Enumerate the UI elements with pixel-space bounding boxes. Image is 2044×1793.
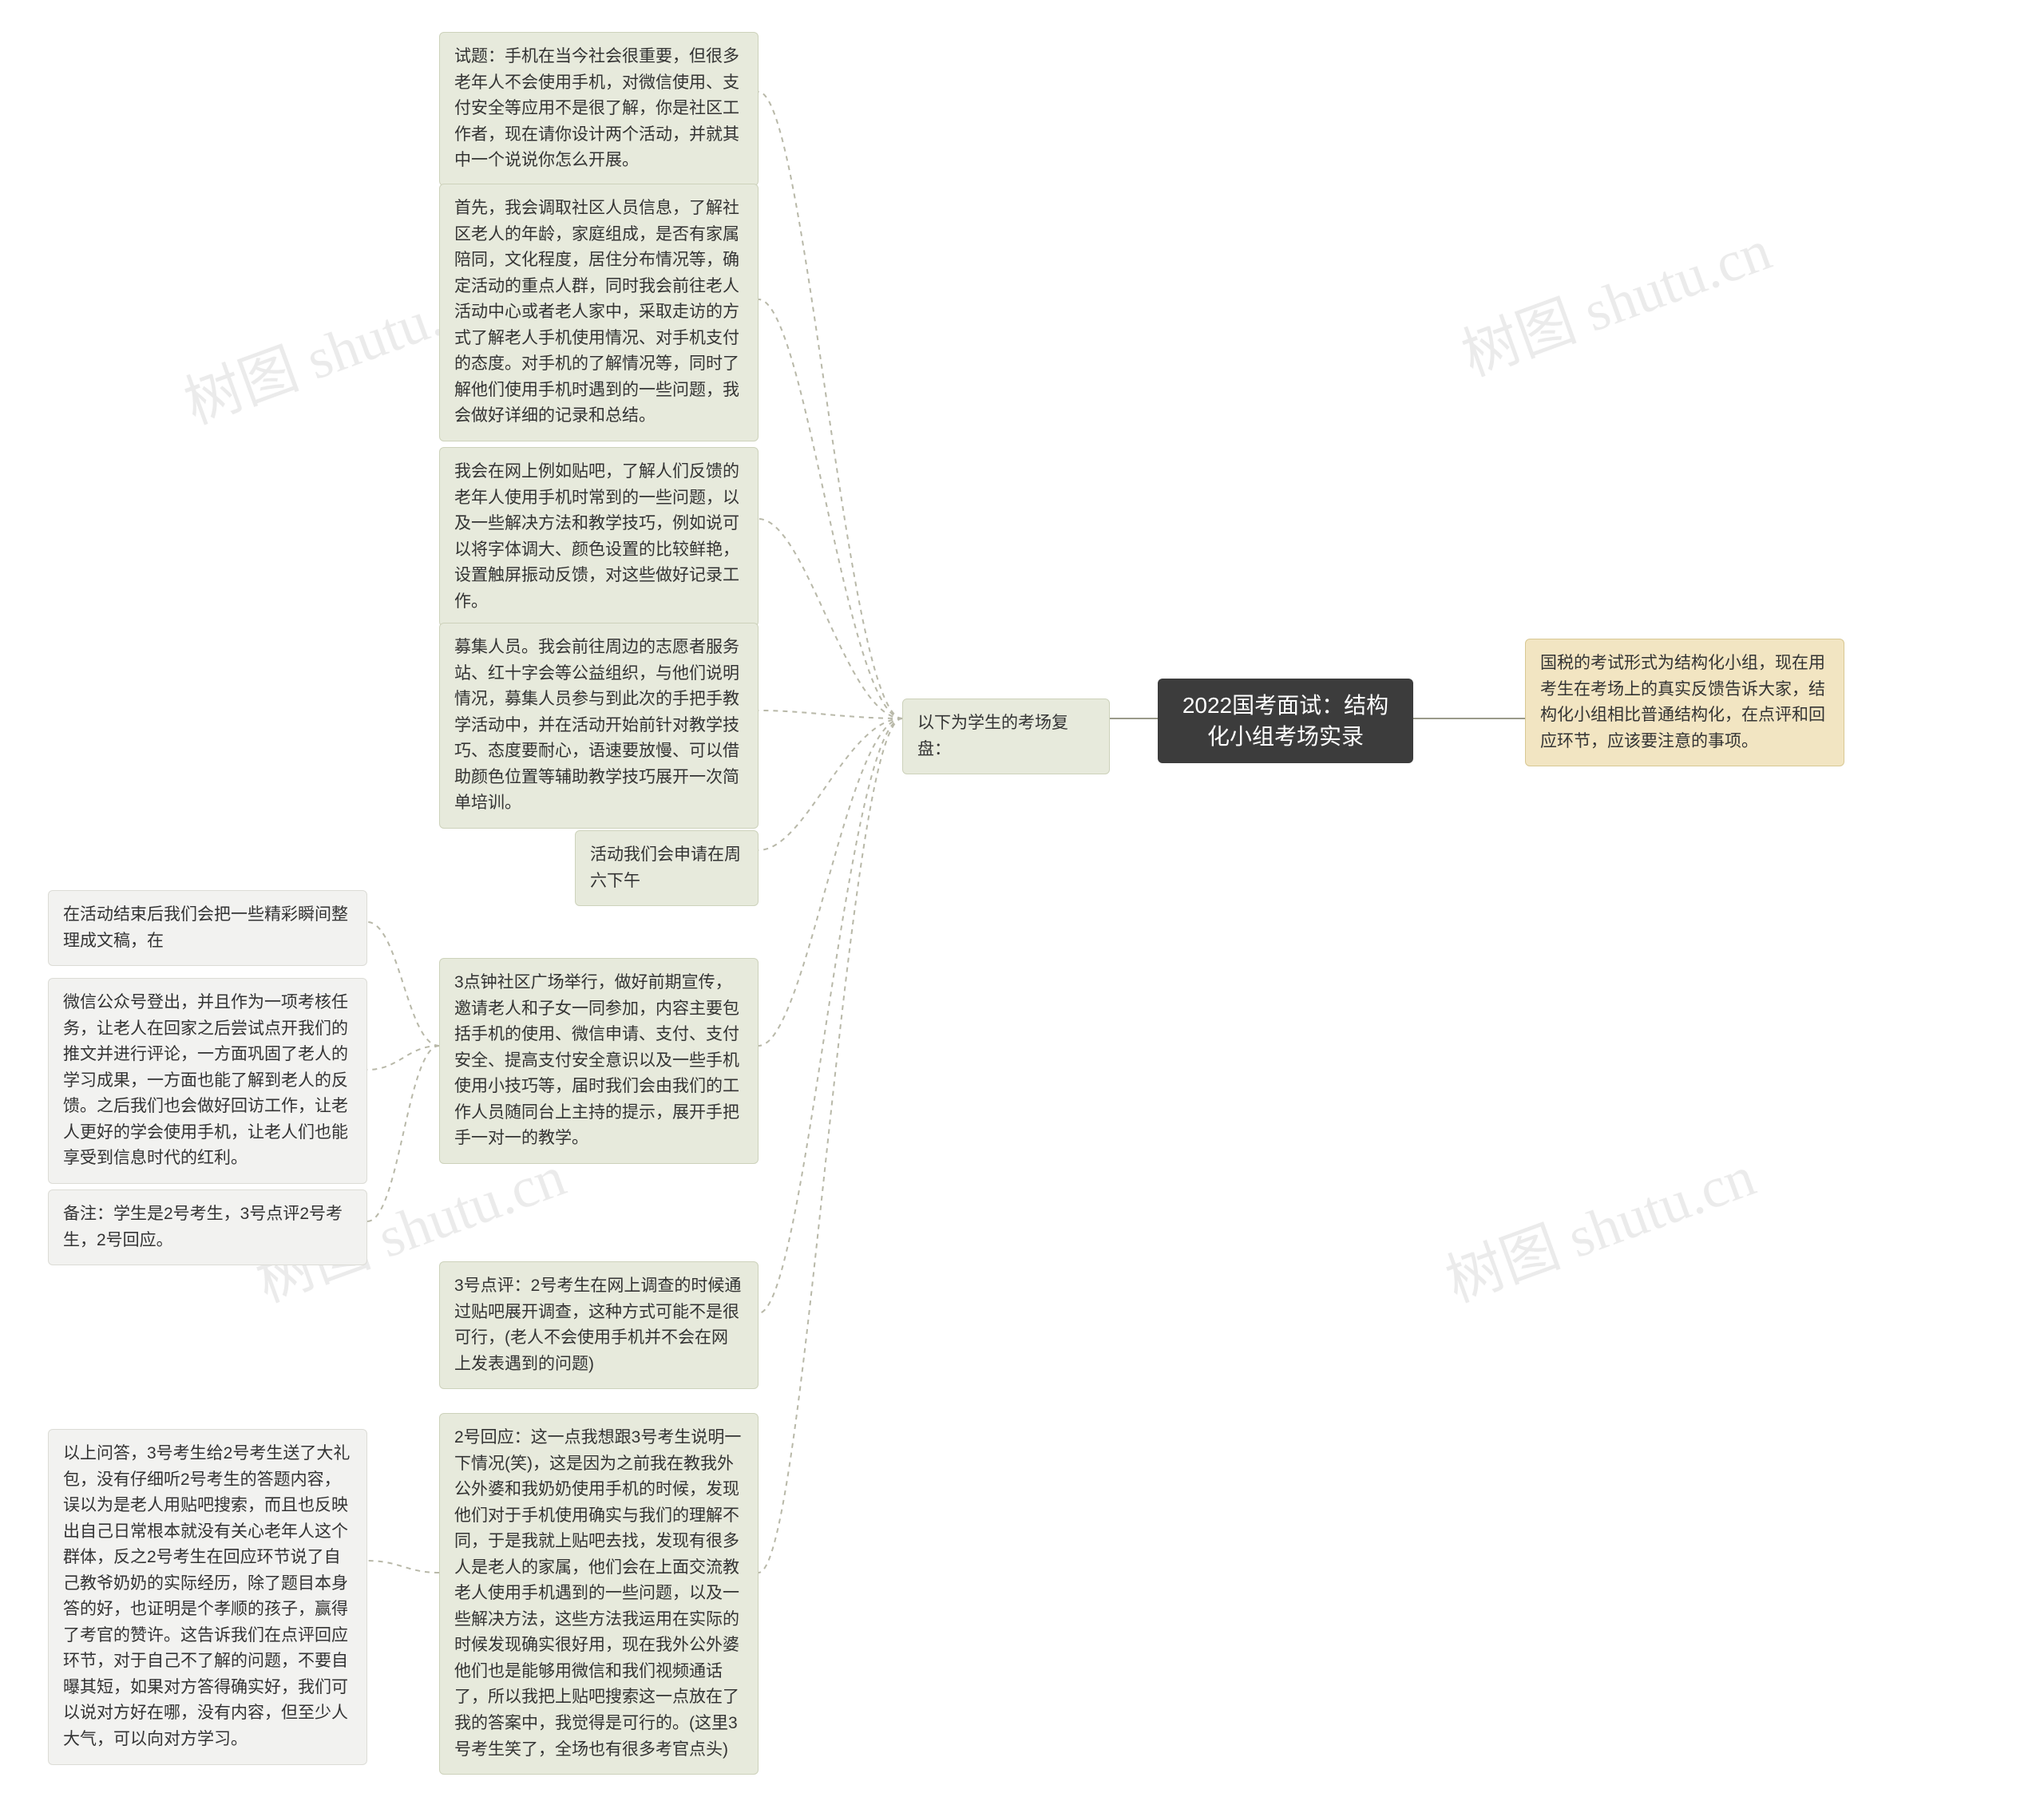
left-node: 2号回应：这一点我想跟3号考生说明一下情况(笑)，这是因为之前我在教我外公外婆和… — [439, 1413, 759, 1775]
watermark: 树图 shutu.cn — [1448, 203, 1781, 392]
far-left-note: 在活动结束后我们会把一些精彩瞬间整理成文稿，在 — [48, 890, 367, 966]
right-node: 国税的考试形式为结构化小组，现在用考生在考场上的真实反馈告诉大家，结构化小组相比… — [1525, 639, 1844, 766]
watermark: 树图 shutu.cn — [1432, 1129, 1765, 1318]
root-node: 2022国考面试：结构化小组考场实录 — [1158, 679, 1413, 763]
left-node: 首先，我会调取社区人员信息，了解社区老人的年龄，家庭组成，是否有家属陪同，文化程… — [439, 184, 759, 441]
mid-node: 以下为学生的考场复盘： — [902, 699, 1110, 774]
left-node: 募集人员。我会前往周边的志愿者服务站、红十字会等公益组织，与他们说明情况，募集人… — [439, 623, 759, 829]
far-left-note: 备注：学生是2号考生，3号点评2号考生，2号回应。 — [48, 1189, 367, 1265]
left-node: 3号点评：2号考生在网上调查的时候通过贴吧展开调查，这种方式可能不是很可行，(老… — [439, 1261, 759, 1389]
left-node: 活动我们会申请在周六下午 — [575, 830, 759, 906]
left-node: 3点钟社区广场举行，做好前期宣传，邀请老人和子女一同参加，内容主要包括手机的使用… — [439, 958, 759, 1164]
far-left-note: 微信公众号登出，并且作为一项考核任务，让老人在回家之后尝试点开我们的推文并进行评… — [48, 978, 367, 1184]
left-node: 我会在网上例如贴吧，了解人们反馈的老年人使用手机时常到的一些问题，以及一些解决方… — [439, 447, 759, 627]
far-left-note: 以上问答，3号考生给2号考生送了大礼包，没有仔细听2号考生的答题内容，误以为是老… — [48, 1429, 367, 1765]
left-node: 试题：手机在当今社会很重要，但很多老年人不会使用手机，对微信使用、支付安全等应用… — [439, 32, 759, 186]
